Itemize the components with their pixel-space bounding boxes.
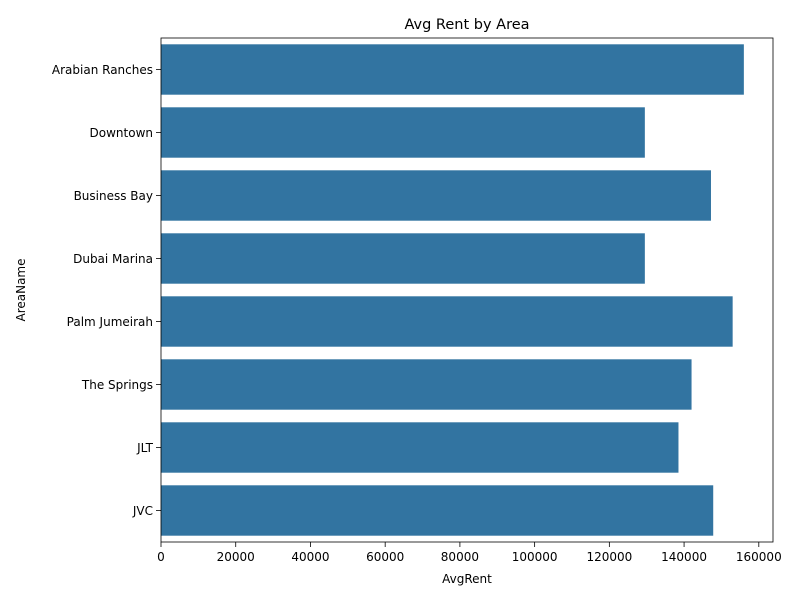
y-tick-label: JVC (132, 504, 153, 518)
bar (161, 44, 744, 95)
x-tick-label: 160000 (736, 550, 782, 564)
x-tick-label: 0 (157, 550, 165, 564)
plot-frame (160, 37, 774, 543)
bar (161, 485, 714, 536)
y-axis-label: AreaName (14, 258, 28, 321)
bar (161, 233, 645, 284)
y-tick-label: Dubai Marina (73, 252, 153, 266)
x-axis-label: AvgRent (442, 572, 492, 586)
y-tick-label: The Springs (81, 378, 153, 392)
axes-layer: Arabian Ranches Downtown Business Bay Dubai… (52, 37, 782, 564)
y-tick-label: Downtown (90, 126, 153, 140)
y-tick-label: JLT (136, 441, 154, 455)
bar (161, 359, 692, 410)
bar (161, 107, 645, 158)
x-tick-label: 20000 (217, 550, 255, 564)
chart-title: Avg Rent by Area (404, 17, 529, 33)
y-tick-label: Arabian Ranches (52, 63, 153, 77)
y-tick-label: Business Bay (74, 189, 153, 203)
x-tick-label: 80000 (441, 550, 479, 564)
y-tick-label: Palm Jumeirah (67, 315, 153, 329)
x-tick-label: 60000 (366, 550, 404, 564)
x-tick-label: 40000 (291, 550, 329, 564)
x-tick-label: 140000 (661, 550, 707, 564)
bar (161, 296, 733, 347)
bar (161, 422, 679, 473)
x-tick-label: 100000 (512, 550, 558, 564)
x-tick-label: 120000 (586, 550, 632, 564)
bar (161, 170, 711, 221)
bars-layer (161, 44, 744, 536)
